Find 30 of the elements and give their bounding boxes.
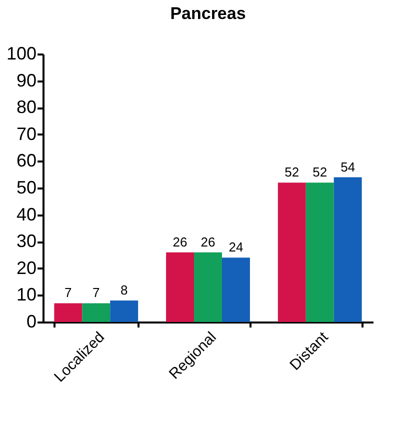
bar: [194, 252, 222, 322]
bar: [166, 252, 194, 322]
y-tick-label: 70: [16, 124, 36, 144]
data-label: 26: [200, 234, 216, 250]
y-tick-label: 50: [16, 178, 36, 198]
bar: [334, 177, 362, 322]
data-label: 52: [284, 164, 300, 180]
y-tick-label: 20: [16, 258, 36, 278]
y-tick-label: 40: [16, 204, 36, 224]
y-tick-label: 10: [16, 284, 36, 305]
chart-title: Pancreas: [170, 4, 246, 23]
data-label: 52: [312, 164, 328, 180]
y-tick-label: 80: [16, 97, 36, 118]
y-tick-label: 100: [6, 44, 36, 64]
bar: [278, 182, 306, 322]
bar: [110, 300, 138, 322]
data-label: 7: [92, 285, 100, 300]
y-tick-label: 30: [16, 231, 36, 252]
data-label: 26: [172, 234, 188, 250]
data-label: 7: [64, 285, 72, 300]
bar: [54, 303, 82, 322]
data-label: 54: [340, 159, 356, 174]
y-tick-label: 0: [26, 312, 36, 332]
y-tick-label: 90: [16, 70, 36, 90]
data-label: 8: [120, 282, 128, 298]
bar: [306, 182, 334, 322]
y-tick-label: 60: [16, 150, 36, 171]
bar: [222, 258, 250, 322]
bar: [82, 303, 110, 322]
data-label: 24: [228, 240, 244, 255]
